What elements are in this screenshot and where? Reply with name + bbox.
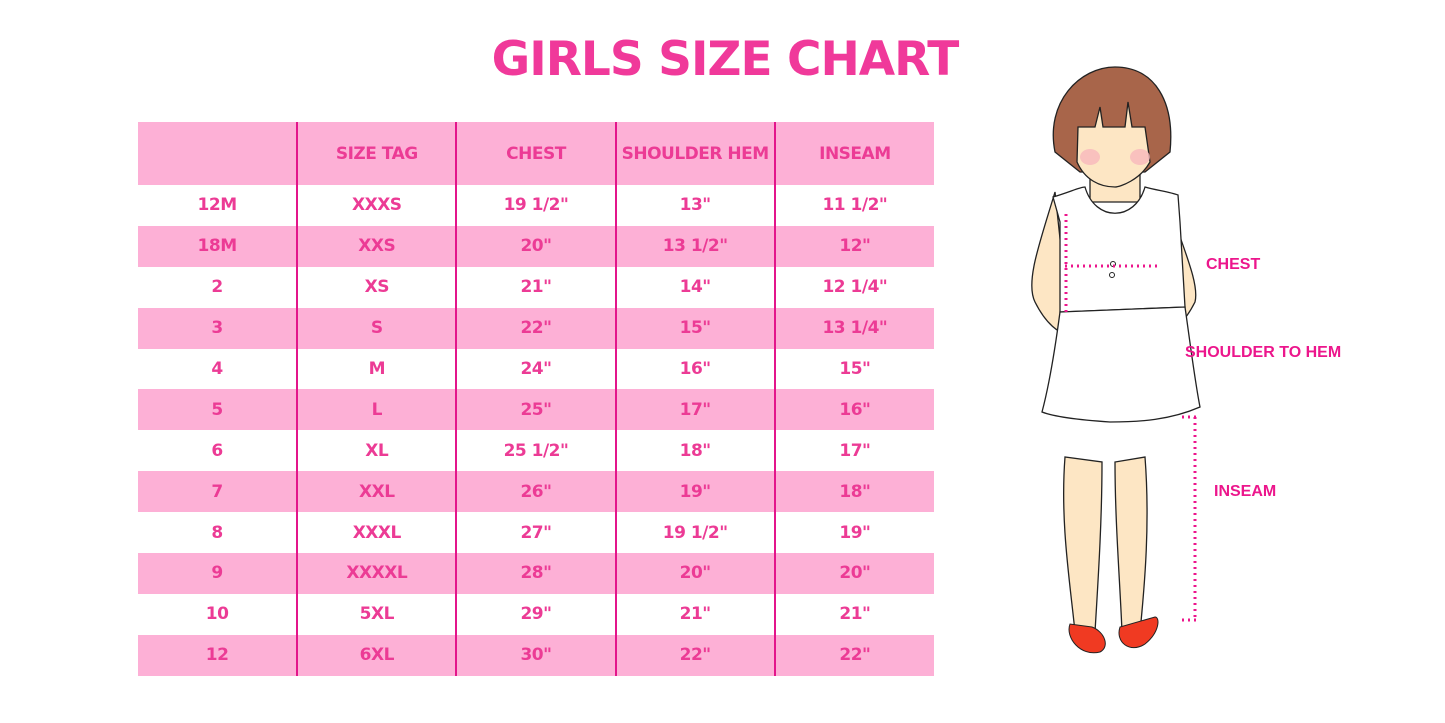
table-cell: 20" xyxy=(455,225,616,267)
table-row: 6 XL 25 1/2" 18" 17" xyxy=(138,430,934,472)
table-cell: 8 xyxy=(211,522,223,543)
table-cell: 2 xyxy=(211,277,223,298)
table-body: 12M XXXS 19 1/2" 13" 11 1/2" 18M XXS 20" 13 1/2"… xyxy=(138,185,934,676)
table-cell: 16" xyxy=(773,389,934,431)
size-table: SIZE TAG CHEST SHOULDER HEM INSEAM 12M XXXS 1… xyxy=(138,122,934,676)
table-row: 8 XXXL 27" 19 1/2" 19" xyxy=(138,512,934,554)
table-row: 9 XXXXL 28" 20" 20" xyxy=(138,553,934,594)
girl-measurement-figure-icon xyxy=(1031,66,1201,654)
table-cell: 15" xyxy=(773,348,934,390)
table-cell: XXXS xyxy=(296,185,457,226)
legs xyxy=(1063,456,1103,633)
table-cell: 15" xyxy=(614,307,775,349)
column-header: INSEAM xyxy=(773,122,934,185)
table-cell: 17" xyxy=(614,389,775,431)
table-cell: XL xyxy=(296,430,457,472)
table-cell: 22" xyxy=(455,307,616,349)
table-cell: 9 xyxy=(138,553,298,594)
table-row: 3 S 22" 15" 13 1/4" xyxy=(138,307,934,349)
table-cell: M xyxy=(296,348,457,390)
table-cell: 6 xyxy=(211,440,223,461)
shoulder-to-hem-label: SHOULDER TO HEM xyxy=(1185,344,1342,361)
table-cell: XS xyxy=(296,266,457,308)
column-header: SIZE TAG xyxy=(296,122,457,185)
table-cell: 3 xyxy=(138,307,298,349)
table-cell: 26" xyxy=(455,471,616,513)
table-cell: 17" xyxy=(773,430,934,472)
table-cell: 12" xyxy=(773,225,934,267)
table-cell: 18" xyxy=(773,471,934,513)
table-row: 18M XXS 20" 13 1/2" 12" xyxy=(138,225,934,267)
chest-label: CHEST xyxy=(1206,256,1261,273)
table-cell: 13 1/4" xyxy=(773,307,934,349)
skirt xyxy=(1041,306,1201,423)
column-header: CHEST xyxy=(455,122,616,185)
table-cell: 5 xyxy=(138,389,298,431)
table-cell: 12M xyxy=(197,195,238,216)
table-header-row: SIZE TAG CHEST SHOULDER HEM INSEAM xyxy=(138,122,934,185)
table-cell: 22" xyxy=(614,634,775,676)
table-cell: 27" xyxy=(455,512,616,554)
table-cell: 20" xyxy=(614,553,775,594)
table-cell: 18M xyxy=(138,225,298,267)
table-cell: 24" xyxy=(455,348,616,390)
table-cell: 12 1/4" xyxy=(773,266,934,308)
table-cell: XXXXL xyxy=(296,553,457,594)
table-cell: 4 xyxy=(211,359,223,379)
table-cell: 13 1/2" xyxy=(614,225,775,267)
table-cell: 21" xyxy=(773,593,934,635)
shoes xyxy=(1068,623,1106,654)
table-row: 5 L 25" 17" 16" xyxy=(138,389,934,431)
table-cell: XXL xyxy=(296,471,457,513)
table-cell: 7 xyxy=(138,471,298,513)
table-cell: L xyxy=(296,389,457,431)
table-cell: 22" xyxy=(773,634,934,676)
table-cell: 5XL xyxy=(296,593,457,635)
table-cell: 25" xyxy=(455,389,616,431)
table-cell: 13" xyxy=(614,185,775,226)
table-cell: 21" xyxy=(614,593,775,635)
column-header xyxy=(138,122,298,185)
table-row: 2 XS 21" 14" 12 1/4" xyxy=(138,266,934,308)
table-cell: 19" xyxy=(614,471,775,513)
table-cell: XXXL xyxy=(296,512,457,554)
table-cell: 20" xyxy=(773,553,934,594)
table-cell: 28" xyxy=(455,553,616,594)
table-cell: S xyxy=(296,307,457,349)
table-cell: XXS xyxy=(296,225,457,267)
table-cell: 29" xyxy=(455,593,616,635)
table-cell: 30" xyxy=(455,634,616,676)
inseam-label: INSEAM xyxy=(1214,483,1277,500)
table-cell: 21" xyxy=(455,266,616,308)
table-row: 7 XXL 26" 19" 18" xyxy=(138,471,934,513)
table-row: 4 M 24" 16" 15" xyxy=(138,348,934,390)
table-row: 10 5XL 29" 21" 21" xyxy=(138,593,934,635)
table-cell: 6XL xyxy=(296,634,457,676)
table-cell: 18" xyxy=(614,430,775,472)
table-row: 12 6XL 30" 22" 22" xyxy=(138,634,934,676)
table-cell: 19" xyxy=(773,512,934,554)
table-cell: 12 xyxy=(138,634,298,676)
table-cell: 16" xyxy=(614,348,775,390)
face xyxy=(1076,101,1151,188)
shirt xyxy=(1052,186,1186,313)
table-cell: 25 1/2" xyxy=(455,430,616,472)
table-cell: 14" xyxy=(614,266,775,308)
table-cell: 10 xyxy=(205,604,229,625)
table-cell: 19 1/2" xyxy=(455,185,616,226)
table-cell: 19 1/2" xyxy=(614,512,775,554)
page-title: GIRLS SIZE CHART xyxy=(491,32,960,87)
table-row: 12M XXXS 19 1/2" 13" 11 1/2" xyxy=(138,185,934,226)
table-cell: 11 1/2" xyxy=(773,185,934,226)
column-header: SHOULDER HEM xyxy=(614,122,775,185)
